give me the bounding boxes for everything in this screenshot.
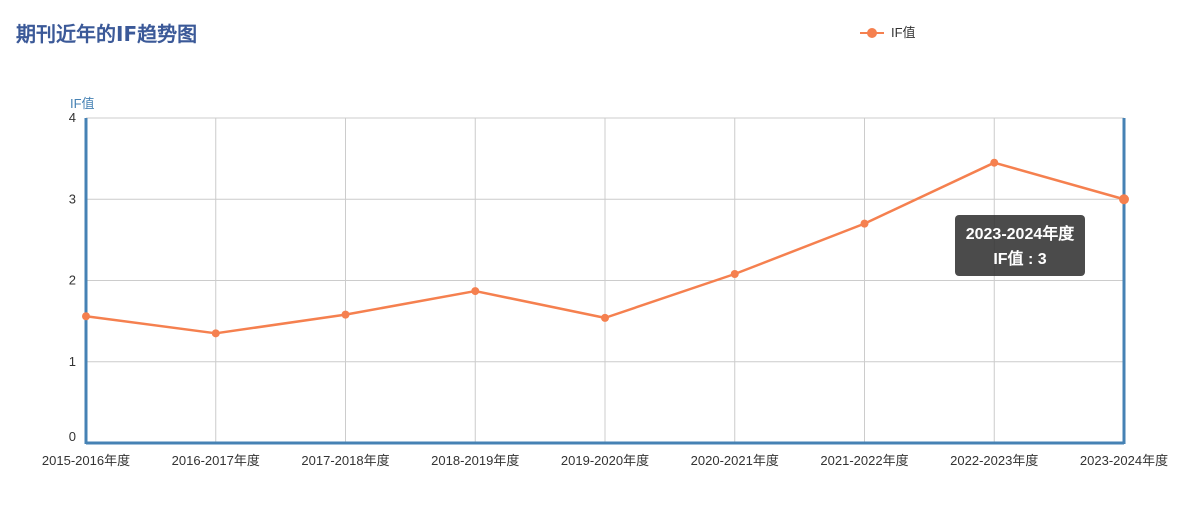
data-point [1119, 194, 1129, 205]
data-point [730, 270, 739, 278]
y-tick-label: 4 [69, 110, 76, 125]
legend[interactable]: IF值 [860, 25, 916, 40]
data-point [990, 158, 999, 167]
data-point [471, 287, 480, 296]
grid [86, 117, 1124, 443]
tooltip: 2023-2024年度 IF值 : 3 [955, 215, 1085, 276]
x-axis-ticks: 2015-2016年度 2016-2017年度 2017-2018年度 2018-20… [42, 453, 1168, 468]
y-axis-ticks: 0 1 2 3 4 [69, 110, 76, 444]
y-tick-label: 2 [69, 273, 76, 288]
x-tick-label: 2021-2022年度 [820, 453, 908, 468]
tooltip-separator: : [1023, 251, 1038, 268]
x-tick-label: 2023-2024年度 [1080, 453, 1168, 468]
legend-label: IF值 [891, 25, 916, 40]
tooltip-category: 2023-2024年度 [965, 226, 1075, 243]
x-tick-label: 2018-2019年度 [431, 453, 519, 468]
x-tick-label: 2015-2016年度 [42, 453, 130, 468]
x-tick-label: 2016-2017年度 [172, 453, 260, 468]
y-tick-label: 3 [69, 191, 76, 206]
x-tick-label: 2017-2018年度 [301, 453, 389, 468]
data-point [860, 219, 869, 228]
tooltip-value: 3 [1037, 251, 1047, 268]
data-point [211, 329, 220, 338]
axes [84, 118, 1126, 445]
x-tick-label: 2022-2023年度 [950, 453, 1038, 468]
chart-title: 期刊近年的IF趋势图 [16, 22, 198, 46]
y-tick-label: 0 [69, 429, 76, 444]
x-tick-label: 2020-2021年度 [691, 453, 779, 468]
tooltip-value-line: IF值 : 3 [955, 247, 1085, 272]
legend-marker-icon [867, 28, 877, 38]
data-point [341, 310, 350, 319]
x-tick-label: 2019-2020年度 [561, 453, 649, 468]
series-if [82, 158, 1129, 338]
y-axis-name: IF值 [70, 96, 95, 111]
tooltip-series-label: IF值 [993, 251, 1024, 268]
y-tick-label: 1 [69, 354, 76, 369]
data-point [601, 313, 609, 322]
data-point [82, 312, 90, 321]
